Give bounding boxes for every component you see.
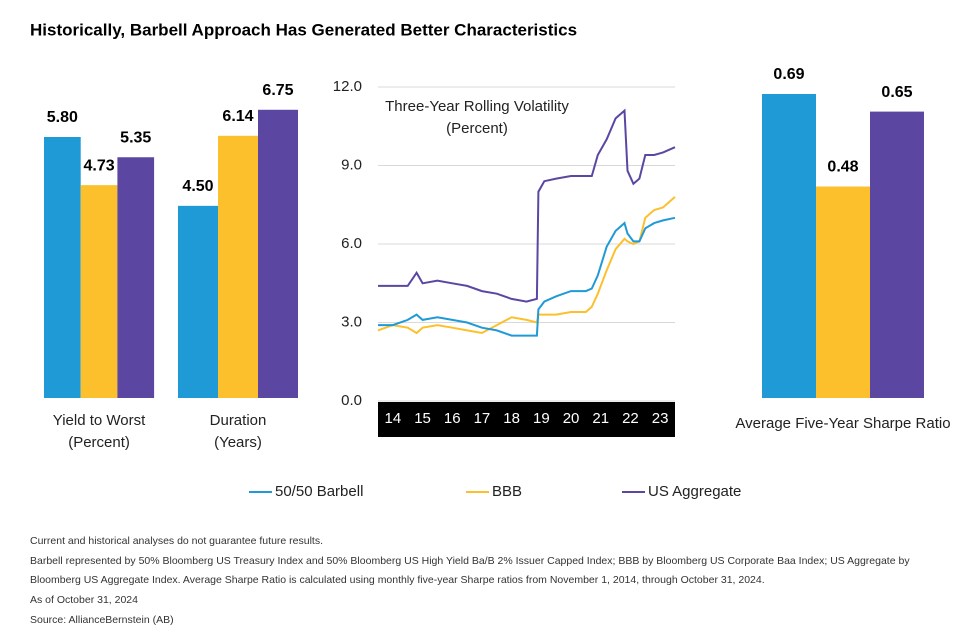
x-axis-band	[378, 402, 675, 437]
y-tick-label: 0.0	[341, 392, 362, 409]
x-tick-label: 23	[652, 410, 669, 427]
x-tick-label: 14	[385, 410, 402, 427]
line	[378, 216, 676, 337]
x-tick-label: 15	[414, 410, 431, 427]
x-axis-label: Yield to Worst	[53, 412, 146, 429]
x-tick-label: 17	[474, 410, 491, 427]
x-axis-label: (Percent)	[68, 434, 130, 451]
legend-label: US Aggregate	[648, 483, 741, 500]
line-chart-title: Three-Year Rolling Volatility	[385, 98, 569, 115]
value-label: 4.50	[182, 178, 213, 195]
bar	[258, 109, 298, 399]
chart-title: Historically, Barbell Approach Has Gener…	[30, 20, 577, 39]
value-label: 0.48	[827, 159, 858, 176]
value-label: 6.75	[262, 82, 293, 99]
x-tick-label: 20	[563, 410, 580, 427]
x-tick-label: 18	[503, 410, 520, 427]
bar	[80, 185, 118, 398]
x-tick-label: 16	[444, 410, 461, 427]
y-tick-label: 9.0	[341, 156, 362, 173]
bar	[44, 137, 81, 398]
bar	[178, 205, 218, 398]
value-label: 5.35	[120, 129, 151, 146]
x-axis-label: Average Five-Year Sharpe Ratio	[735, 415, 950, 432]
value-label: 4.73	[83, 157, 114, 174]
y-tick-label: 12.0	[333, 78, 362, 95]
note: Source: AllianceBernstein (AB)	[30, 614, 174, 626]
chart: Historically, Barbell Approach Has Gener…	[30, 20, 951, 500]
bar	[762, 93, 816, 399]
note: As of October 31, 2024	[30, 594, 138, 606]
note: Current and historical analyses do not g…	[30, 535, 324, 547]
note: Barbell represented by 50% Bloomberg US …	[30, 555, 910, 586]
notes: Current and historical analyses do not g…	[30, 532, 930, 631]
value-label: 5.80	[47, 109, 78, 126]
line	[377, 196, 676, 335]
bar	[816, 186, 870, 398]
bar	[870, 111, 924, 399]
x-tick-label: 19	[533, 410, 550, 427]
legend-label: 50/50 Barbell	[275, 483, 363, 500]
bar	[218, 135, 258, 398]
x-tick-label: 22	[622, 410, 639, 427]
x-axis-label: Duration	[210, 412, 267, 429]
value-label: 6.14	[222, 108, 253, 125]
value-label: 0.65	[881, 84, 912, 101]
bar	[117, 157, 155, 398]
legend-label: BBB	[492, 483, 522, 500]
value-label: 0.69	[773, 66, 804, 83]
y-tick-label: 6.0	[341, 235, 362, 252]
line	[378, 108, 676, 303]
y-tick-label: 3.0	[341, 313, 362, 330]
x-tick-label: 21	[592, 410, 609, 427]
line-chart-title: (Percent)	[446, 120, 508, 137]
x-axis-label: (Years)	[214, 434, 262, 451]
